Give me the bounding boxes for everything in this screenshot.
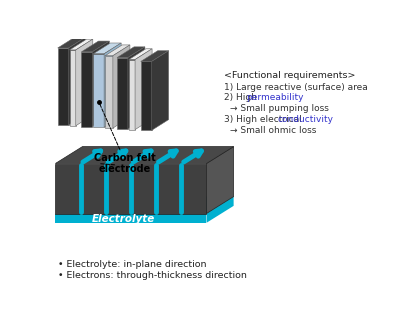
Polygon shape bbox=[68, 37, 86, 125]
Polygon shape bbox=[141, 51, 169, 61]
Text: permeability: permeability bbox=[246, 93, 304, 102]
Polygon shape bbox=[129, 59, 135, 130]
Text: 2) High: 2) High bbox=[224, 93, 259, 102]
Polygon shape bbox=[141, 61, 152, 130]
Polygon shape bbox=[92, 41, 109, 127]
Polygon shape bbox=[152, 51, 169, 130]
Text: → Small pumping loss: → Small pumping loss bbox=[230, 104, 329, 113]
Polygon shape bbox=[55, 147, 234, 163]
FancyArrowPatch shape bbox=[133, 151, 151, 162]
Polygon shape bbox=[117, 57, 128, 129]
Polygon shape bbox=[93, 43, 121, 54]
Polygon shape bbox=[55, 214, 206, 223]
Polygon shape bbox=[82, 41, 109, 52]
Polygon shape bbox=[55, 163, 206, 214]
Polygon shape bbox=[76, 39, 93, 126]
Polygon shape bbox=[104, 43, 121, 127]
Text: Electrolyte: Electrolyte bbox=[92, 214, 155, 224]
Text: • Electrolyte: in-plane direction: • Electrolyte: in-plane direction bbox=[58, 260, 206, 269]
Text: • Electrons: through-thickness direction: • Electrons: through-thickness direction bbox=[58, 271, 246, 280]
FancyArrowPatch shape bbox=[184, 151, 201, 162]
Text: 3) High electrical: 3) High electrical bbox=[224, 115, 304, 124]
FancyArrowPatch shape bbox=[108, 151, 126, 162]
Text: 1) Large reactive (surface) area: 1) Large reactive (surface) area bbox=[224, 83, 368, 92]
Polygon shape bbox=[82, 52, 92, 127]
Text: → Small ohmic loss: → Small ohmic loss bbox=[230, 126, 316, 135]
FancyArrowPatch shape bbox=[159, 151, 176, 162]
Text: conductivity: conductivity bbox=[277, 115, 333, 124]
Text: Carbon felt
electrode: Carbon felt electrode bbox=[94, 153, 156, 174]
Polygon shape bbox=[70, 50, 76, 126]
Polygon shape bbox=[117, 47, 145, 57]
Polygon shape bbox=[135, 49, 152, 130]
Polygon shape bbox=[70, 39, 93, 50]
Polygon shape bbox=[105, 45, 130, 56]
FancyArrowPatch shape bbox=[83, 151, 101, 162]
Polygon shape bbox=[128, 47, 145, 129]
Polygon shape bbox=[55, 197, 234, 214]
Polygon shape bbox=[206, 197, 234, 223]
Polygon shape bbox=[129, 49, 152, 59]
Polygon shape bbox=[93, 54, 104, 127]
Polygon shape bbox=[58, 48, 68, 125]
Text: <Functional requirements>: <Functional requirements> bbox=[224, 71, 355, 80]
Polygon shape bbox=[105, 56, 113, 128]
Polygon shape bbox=[113, 45, 130, 128]
Polygon shape bbox=[206, 147, 234, 214]
Polygon shape bbox=[58, 37, 86, 48]
